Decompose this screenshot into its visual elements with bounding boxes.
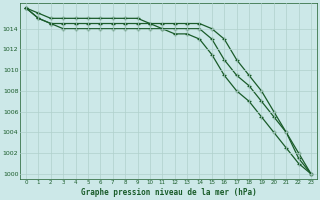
X-axis label: Graphe pression niveau de la mer (hPa): Graphe pression niveau de la mer (hPa) (81, 188, 256, 197)
